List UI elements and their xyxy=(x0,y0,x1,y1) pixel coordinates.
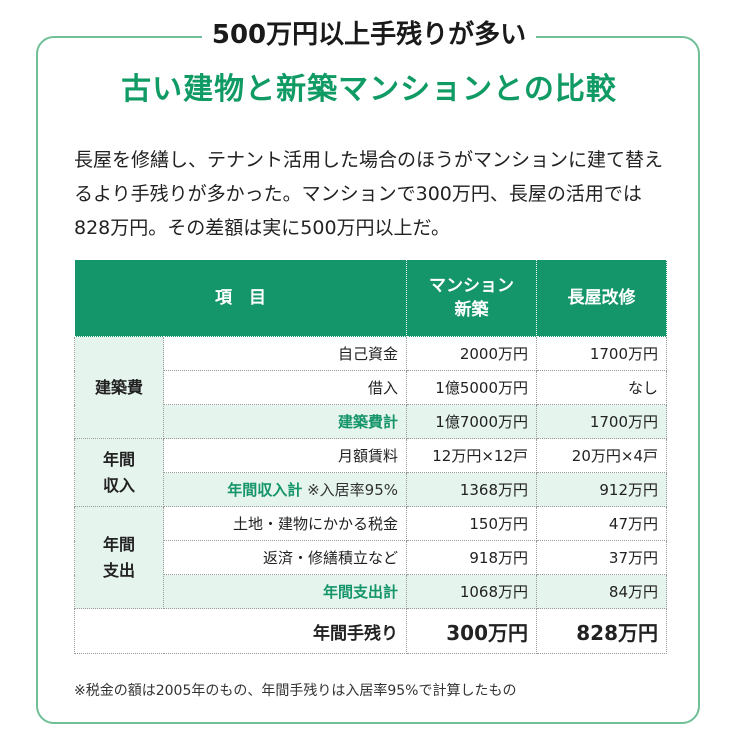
table-row: 建築費 自己資金 2000万円 1700万円 xyxy=(74,336,667,439)
value-nagaya: なし xyxy=(536,370,667,405)
value-mansion: 12万円×12戸 xyxy=(406,438,537,473)
page-title: 古い建物と新築マンションとの比較 xyxy=(121,72,617,107)
row-label: 借入 xyxy=(163,370,407,405)
header-mansion-line2: 新築 xyxy=(454,300,489,320)
table-row-subtotal: 年間収入計 ※入居率95% 1368万円 912万円 xyxy=(75,472,667,507)
row-label: 土地・建物にかかる税金 xyxy=(163,506,407,541)
header-mansion-line1: マンション xyxy=(429,276,514,296)
category-line1: 年間 xyxy=(102,449,135,469)
value-nagaya: 20万円×4戸 xyxy=(536,438,667,473)
value-nagaya: 912万円 xyxy=(536,472,667,507)
value-mansion: 2000万円 xyxy=(406,336,537,371)
value-mansion: 918万円 xyxy=(406,540,537,575)
row-label: 年間収入計 xyxy=(227,481,303,499)
table-header-row: 項 目 マンション 新築 長屋改修 xyxy=(74,259,667,337)
value-nagaya: 47万円 xyxy=(536,506,667,541)
lead-paragraph: 長屋を修繕し、テナント活用した場合のほうがマンションに建て替えるより手残りが多か… xyxy=(74,149,664,239)
footnote: ※税金の額は2005年のもの、年間手残りは入居率95%で計算したもの xyxy=(74,683,517,699)
table-row-total: 年間手残り 300万円 828万円 xyxy=(74,608,667,654)
table-row: 年間 収入 月額賃料 12万円×12戸 20万円×4戸 xyxy=(74,438,667,507)
value-nagaya: 1700万円 xyxy=(536,336,667,371)
table-row-subtotal: 年間支出計 1068万円 84万円 xyxy=(75,574,667,609)
header-mansion: マンション 新築 xyxy=(406,259,537,337)
comparison-table: 項 目 マンション 新築 長屋改修 建築費 自己資金 2000万円 1700万円… xyxy=(74,259,667,654)
page-heading-text: 500万円以上手残りが多い xyxy=(201,20,537,50)
row-note: ※入居率95% xyxy=(307,481,398,499)
category-line2: 収入 xyxy=(102,475,135,495)
table-row-subtotal: 建築費計 1億7000万円 1700万円 xyxy=(75,404,667,439)
category-expense: 年間 支出 xyxy=(74,506,164,609)
row-label-cell: 年間収入計 ※入居率95% xyxy=(163,472,407,507)
category-line1: 年間 xyxy=(102,534,135,554)
value-mansion: 1068万円 xyxy=(406,574,537,609)
row-label: 建築費計 xyxy=(163,404,407,439)
header-item: 項 目 xyxy=(74,259,407,337)
table-row: 借入 1億5000万円 なし xyxy=(75,370,667,405)
total-mansion: 300万円 xyxy=(406,608,537,654)
header-nagaya: 長屋改修 xyxy=(536,259,667,337)
value-nagaya: 84万円 xyxy=(536,574,667,609)
table-row: 年間 支出 土地・建物にかかる税金 150万円 47万円 xyxy=(74,506,667,609)
value-mansion: 150万円 xyxy=(406,506,537,541)
row-label: 返済・修繕積立など xyxy=(163,540,407,575)
table-row: 返済・修繕積立など 918万円 37万円 xyxy=(75,540,667,575)
total-nagaya: 828万円 xyxy=(536,608,667,654)
value-mansion: 1368万円 xyxy=(406,472,537,507)
value-nagaya: 37万円 xyxy=(536,540,667,575)
category-construction: 建築費 xyxy=(74,336,164,439)
category-line1: 建築費 xyxy=(94,377,143,397)
total-label: 年間手残り xyxy=(74,608,407,654)
category-line2: 支出 xyxy=(102,560,135,580)
category-income: 年間 収入 xyxy=(74,438,164,507)
row-label: 年間支出計 xyxy=(163,574,407,609)
value-mansion: 1億5000万円 xyxy=(406,370,537,405)
value-nagaya: 1700万円 xyxy=(536,404,667,439)
value-mansion: 1億7000万円 xyxy=(406,404,537,439)
page-heading: 500万円以上手残りが多い xyxy=(0,14,738,51)
row-label: 月額賃料 xyxy=(163,438,407,473)
row-label: 自己資金 xyxy=(163,336,407,371)
